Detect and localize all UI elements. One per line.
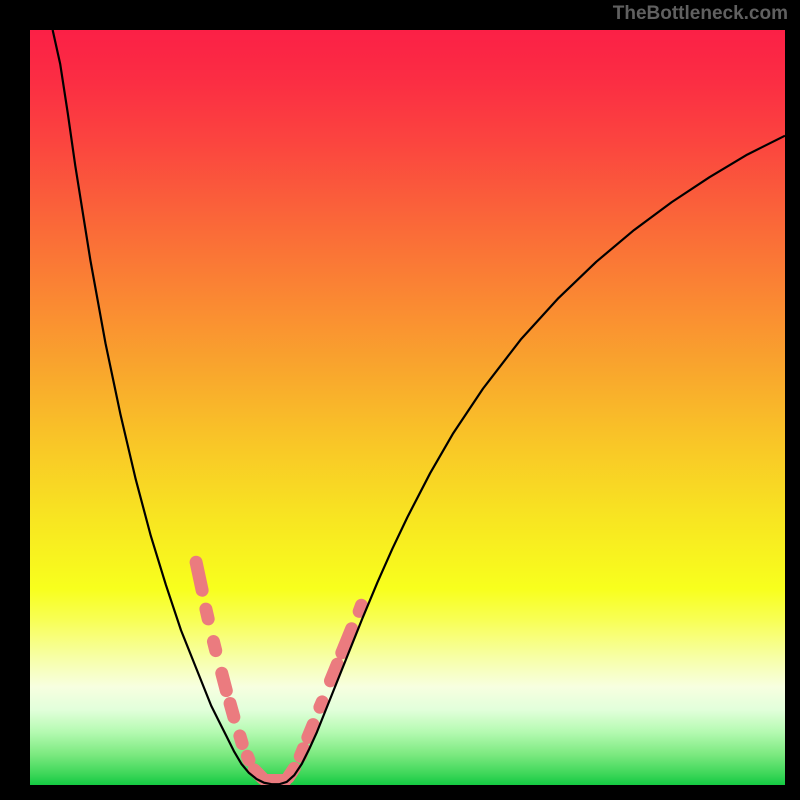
marker-segment: [240, 736, 242, 744]
marker-segment: [330, 664, 337, 681]
watermark-label: TheBottleneck.com: [613, 3, 788, 25]
marker-segment: [308, 725, 313, 738]
plot-area: [30, 30, 785, 785]
marker-segment: [206, 609, 208, 619]
marker-segment: [247, 756, 249, 760]
marker-segment: [230, 703, 234, 717]
marker-segment: [359, 605, 361, 611]
marker-segment: [196, 562, 202, 590]
marker-segment: [213, 642, 215, 651]
marker-segment: [300, 749, 303, 757]
chart-svg: [30, 30, 785, 785]
marker-segment: [222, 673, 227, 690]
chart-container: TheBottleneck.com: [0, 0, 800, 800]
gradient-background: [30, 30, 785, 785]
marker-segment: [320, 702, 322, 707]
